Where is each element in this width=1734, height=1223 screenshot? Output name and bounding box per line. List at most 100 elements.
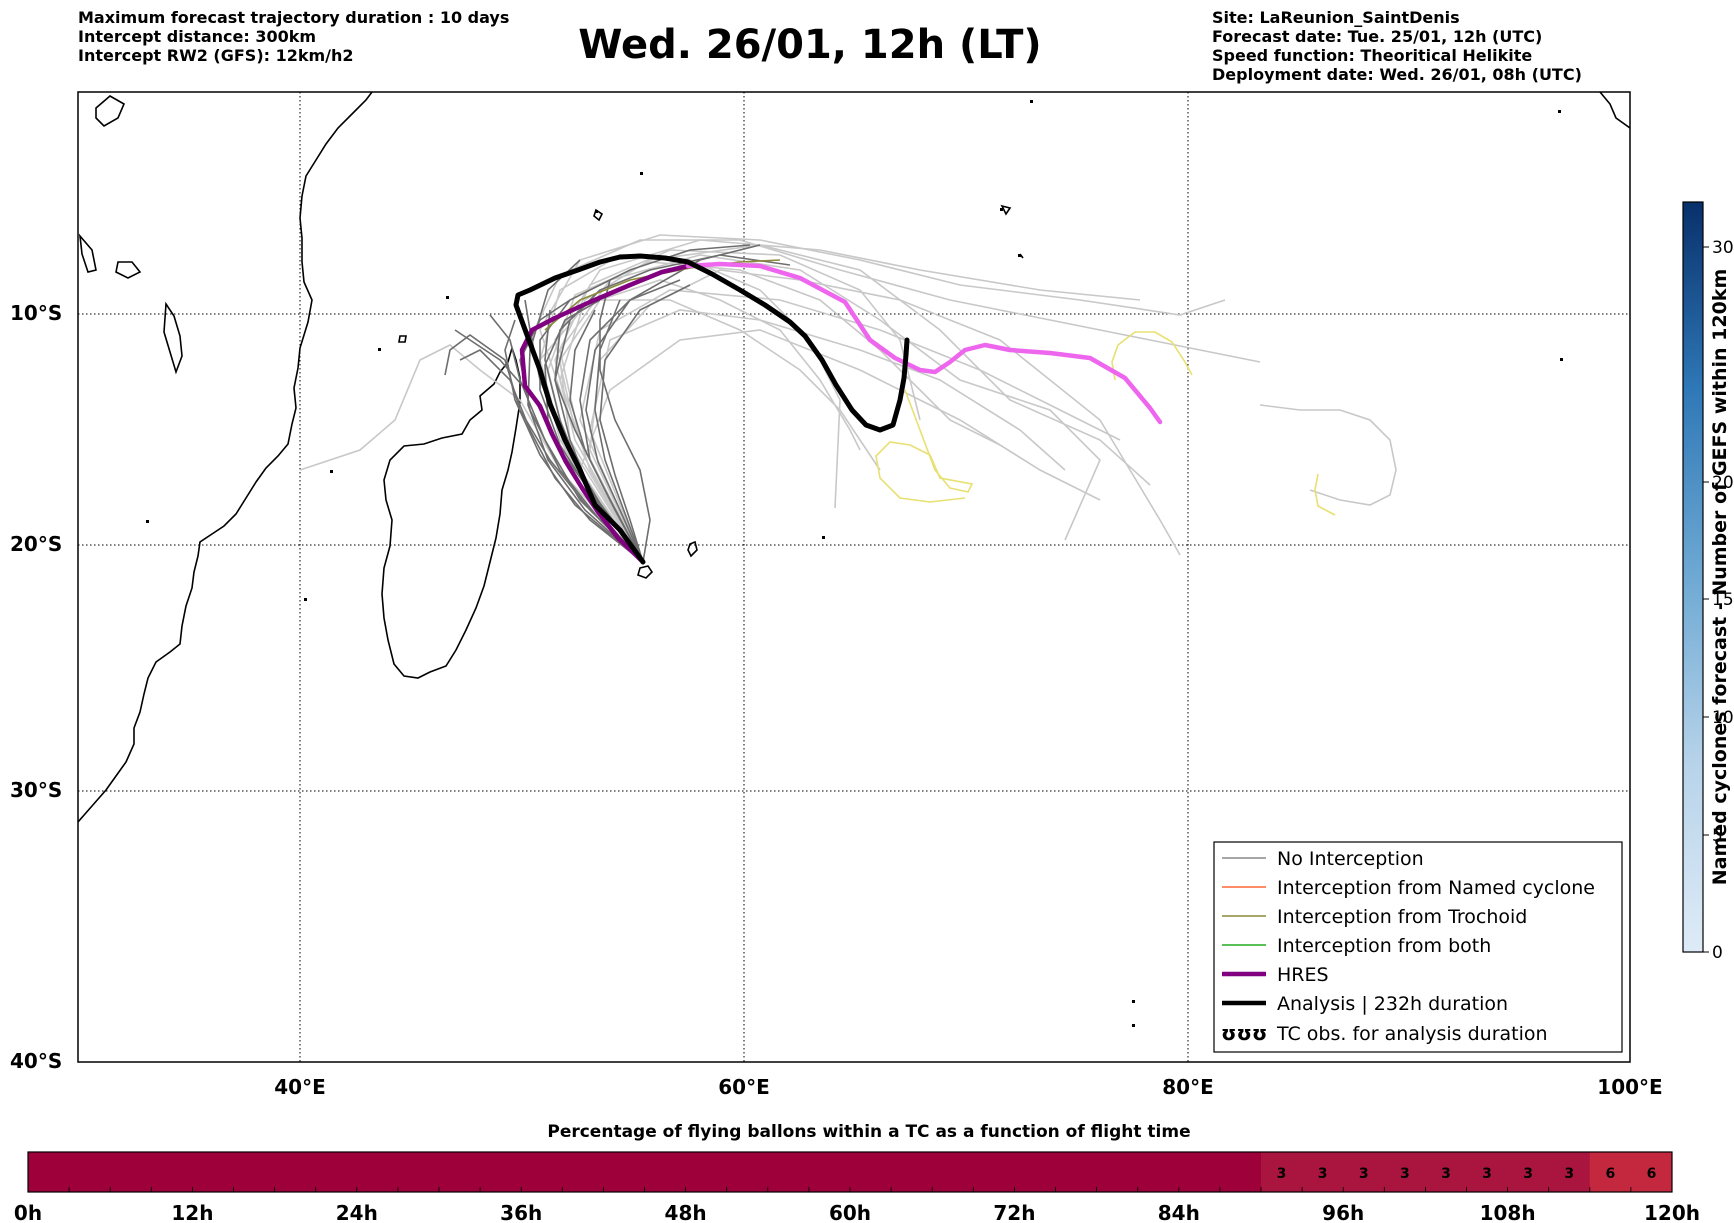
colorbar-bottom-cell-value: 3 [1400, 1166, 1410, 1182]
lat-tick-labels: 10°S 20°S 30°S 40°S [10, 301, 62, 1073]
colorbar-right-tick: 15 [1712, 590, 1734, 610]
colorbar-bottom-cell [973, 1152, 1015, 1192]
colorbar-bottom-cell-value: 6 [1647, 1166, 1657, 1182]
colorbar-bottom-tick: 72h [993, 1201, 1035, 1223]
colorbar-bottom-cell [685, 1152, 728, 1192]
colorbar-bottom-cell [28, 1152, 70, 1192]
lon-tick-labels: 40°E 60°E 80°E 100°E [274, 1075, 1662, 1099]
colorbar-bottom-cell-value: 3 [1441, 1166, 1451, 1182]
colorbar-bottom-cell [192, 1152, 234, 1192]
lat-tick: 30°S [10, 778, 62, 802]
colorbar-bottom-tick: 24h [336, 1201, 378, 1223]
colorbar-right-tick: 5 [1712, 826, 1723, 846]
colorbar-right-tick: 10 [1712, 708, 1734, 728]
lon-tick: 100°E [1597, 1075, 1662, 1099]
colorbar-bottom-tick: 120h [1644, 1201, 1700, 1223]
colorbar-bottom-cell-value: 3 [1277, 1166, 1287, 1182]
colorbar-bottom-cell [1507, 1152, 1550, 1192]
colorbar-bottom-cell [1096, 1152, 1139, 1192]
colorbar-bottom-cell-value: 6 [1605, 1166, 1615, 1182]
header-right-line: Forecast date: Tue. 25/01, 12h (UTC) [1212, 27, 1543, 46]
header-left-line: Maximum forecast trajectory duration : 1… [78, 8, 510, 27]
lake-nyasa [163, 301, 183, 375]
legend-label: Analysis | 232h duration [1277, 993, 1508, 1015]
colorbar-bottom-cell [644, 1152, 687, 1192]
lon-tick: 80°E [1162, 1075, 1214, 1099]
colorbar-bottom-tick: 60h [829, 1201, 871, 1223]
colorbar-right-tick: 0 [1712, 943, 1723, 963]
lon-tick: 60°E [718, 1075, 770, 1099]
colorbar-bottom-cell [850, 1152, 892, 1192]
reunion-island [637, 565, 654, 579]
mascarene-outline [95, 95, 126, 127]
header-right-info: Site: LaReunion_SaintDenis Forecast date… [1212, 8, 1582, 84]
colorbar-right-fill [1682, 201, 1704, 953]
lake-tanganyika [78, 233, 97, 273]
colorbar-bottom-cell [151, 1152, 193, 1192]
analysis-track [513, 253, 910, 565]
legend-label: Interception from both [1277, 935, 1491, 957]
colorbar-bottom-cell [1178, 1152, 1221, 1192]
small-islands [146, 100, 1563, 1027]
comoros-island [398, 335, 407, 343]
colorbar-bottom-cell [315, 1152, 358, 1192]
colorbar-bottom-cell [110, 1152, 152, 1192]
colorbar-bottom-cell [274, 1152, 317, 1192]
colorbar-bottom-cell-value: 3 [1482, 1166, 1492, 1182]
legend-label: Interception from Named cyclone [1277, 877, 1595, 899]
colorbar-bottom-cell [767, 1152, 810, 1192]
legend-box [1213, 841, 1623, 1053]
colorbar-bottom-cell [1425, 1152, 1467, 1192]
colorbar-right-label: Named cyclones forecast - Number of GEFS… [1709, 269, 1731, 886]
lake-victoria [115, 261, 142, 279]
colorbar-bottom-cell [1630, 1152, 1673, 1192]
header-right-line: Speed function: Theoritical Helikite [1212, 46, 1533, 65]
colorbar-bottom-cell [1302, 1152, 1344, 1192]
colorbar-bottom-ticks: 0h 12h 24h 36h 48h 60h 72h 84h 96h 108h 120h [14, 1201, 1700, 1223]
legend-label: Interception from Trochoid [1277, 906, 1527, 928]
header-left-line: Intercept RW2 (GFS): 12km/h2 [78, 46, 354, 65]
colorbar-bottom-tick: 0h [14, 1201, 42, 1223]
colorbar-bottom-cell [891, 1152, 933, 1192]
colorbar-bottom-cell-value: 3 [1523, 1166, 1533, 1182]
colorbar-bottom-cell [521, 1152, 563, 1192]
legend-label: TC obs. for analysis duration [1276, 1023, 1548, 1045]
colorbar-bottom-tick: 108h [1480, 1201, 1536, 1223]
colorbar-bottom-cell [1589, 1152, 1632, 1192]
header-right-line: Site: LaReunion_SaintDenis [1212, 8, 1460, 27]
colorbar-bottom-tick: 12h [171, 1201, 213, 1223]
colorbar-right-tick: 30 [1712, 238, 1734, 258]
indonesia-edge [1599, 92, 1630, 129]
colorbar-bottom-cell [603, 1152, 645, 1192]
colorbar-bottom-cell [1137, 1152, 1180, 1192]
africa-coastline [78, 92, 373, 823]
colorbar-bottom-cell [932, 1152, 974, 1192]
colorbar-bottom-cell-value: 3 [1564, 1166, 1574, 1182]
colorbar-bottom-cells: 3 3 3 3 3 3 3 3 6 6 [27, 1152, 1673, 1192]
colorbar-bottom-tick: 36h [500, 1201, 542, 1223]
colorbar-bottom-cell [397, 1152, 440, 1192]
colorbar-bottom-cell [1261, 1152, 1303, 1192]
colorbar-right: 0 5 10 15 20 30 Named cyclones forecast … [1682, 201, 1734, 963]
colorbar-bottom-cell [1384, 1152, 1426, 1192]
colorbar-bottom-cell [562, 1152, 604, 1192]
mauritius-island [687, 540, 698, 558]
colorbar-bottom-cell [1055, 1152, 1098, 1192]
cyclone-tracks [875, 331, 1336, 516]
colorbar-bottom-cell [439, 1152, 481, 1192]
colorbar-right-tick: 20 [1712, 473, 1734, 493]
legend-label: No Interception [1277, 848, 1424, 870]
colorbar-bottom-cell [1343, 1152, 1385, 1192]
tc-obs-symbol-icon: ʊʊʊ [1221, 1021, 1267, 1045]
header-left-info: Maximum forecast trajectory duration : 1… [78, 8, 509, 65]
colorbar-bottom-frame [27, 1151, 1673, 1193]
colorbar-bottom-tick: 84h [1158, 1201, 1200, 1223]
colorbar-bottom-cell [233, 1152, 276, 1192]
lat-tick: 40°S [10, 1049, 62, 1073]
colorbar-bottom-cell [1466, 1152, 1509, 1192]
map-title: Wed. 26/01, 12h (LT) [578, 22, 1042, 68]
header-left-line: Intercept distance: 300km [78, 27, 317, 46]
lat-tick: 20°S [10, 532, 62, 556]
colorbar-bottom-cell [726, 1152, 769, 1192]
